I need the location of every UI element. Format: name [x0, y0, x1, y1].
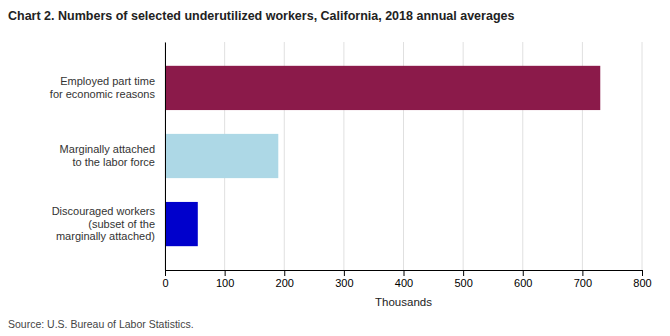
title: Chart 2. Numbers of selected underutiliz…	[8, 9, 514, 23]
chart: Chart 2. Numbers of selected underutiliz…	[0, 0, 670, 336]
x-tick-label: 800	[633, 277, 651, 289]
x-tick-mark	[284, 270, 285, 276]
x-tick-label: 700	[574, 277, 592, 289]
bars	[165, 66, 600, 246]
y-axis: Discouraged workers(subset of themargina…	[50, 43, 166, 271]
y-tick-label: Marginally attachedto the labor force	[60, 143, 155, 168]
plot: 0 100 200 300 400 500 600 700 800 Discouraged wor…	[50, 42, 652, 308]
y-tick-label: Employed part timefor economic reasons	[50, 75, 156, 100]
x-tick-label: 400	[395, 277, 413, 289]
x-tick: 700	[574, 270, 592, 289]
x-tick-label: 300	[335, 277, 353, 289]
x-tick-mark	[463, 270, 464, 276]
y-tick: Employed part timefor economic reasons	[50, 75, 165, 100]
x-tick: 600	[514, 270, 532, 289]
source: Source: U.S. Bureau of Labor Statistics.	[8, 318, 194, 330]
x-tick-label: 200	[276, 277, 294, 289]
y-tick: Discouraged workers(subset of themargina…	[52, 205, 165, 242]
x-tick-mark	[642, 270, 643, 276]
x-tick: 100	[216, 270, 234, 289]
x-axis-title: Thousands	[375, 296, 432, 308]
y-axis-line	[165, 43, 166, 271]
x-tick-label: 600	[514, 277, 532, 289]
x-tick-mark	[582, 270, 583, 276]
x-axis: 0 100 200 300 400 500 600 700 800	[162, 270, 651, 289]
x-tick: 800	[633, 270, 651, 289]
x-tick-label: 500	[454, 277, 472, 289]
bar	[165, 202, 198, 246]
x-tick: 300	[335, 270, 353, 289]
x-tick-label: 0	[162, 277, 168, 289]
x-tick-mark	[225, 270, 226, 276]
grid	[165, 42, 642, 270]
y-tick: Marginally attachedto the labor force	[60, 143, 165, 168]
grid-line	[165, 42, 166, 270]
x-tick-mark	[344, 270, 345, 276]
y-tick-label: Discouraged workers(subset of themargina…	[52, 205, 156, 242]
x-tick: 400	[395, 270, 413, 289]
x-tick: 500	[454, 270, 472, 289]
x-tick: 200	[276, 270, 294, 289]
x-axis-line	[166, 271, 643, 277]
x-tick-label: 100	[216, 277, 234, 289]
bar	[165, 66, 600, 110]
x-tick: 0	[162, 270, 168, 289]
bar	[165, 134, 278, 178]
x-tick-mark	[165, 270, 166, 276]
x-tick-mark	[404, 270, 405, 276]
grid-line	[642, 42, 643, 270]
x-tick-mark	[523, 270, 524, 276]
